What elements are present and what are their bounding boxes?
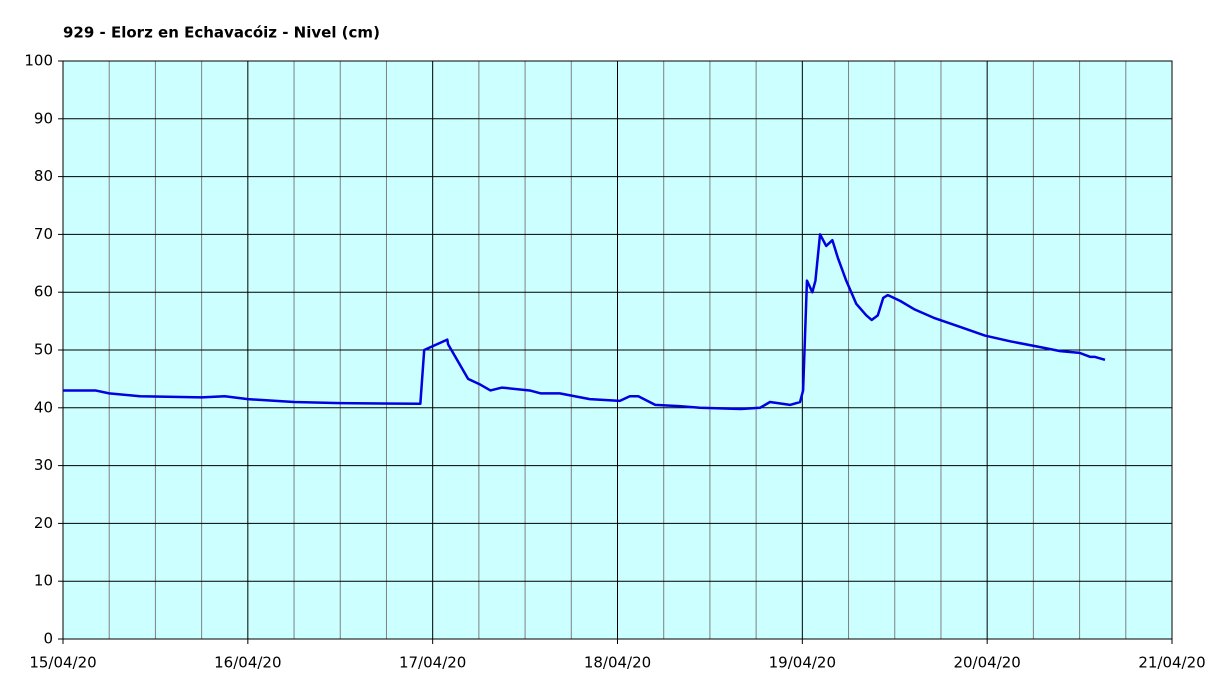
- y-tick-label: 70: [34, 225, 53, 243]
- y-tick-label: 90: [34, 109, 53, 127]
- x-tick-label: 21/04/20: [1138, 654, 1205, 672]
- x-tick-label: 20/04/20: [953, 654, 1020, 672]
- x-tick-label: 15/04/20: [29, 654, 96, 672]
- y-tick-label: 30: [34, 456, 53, 474]
- x-tick-label: 18/04/20: [584, 654, 651, 672]
- y-tick-label: 100: [24, 52, 53, 70]
- y-tick-label: 80: [34, 167, 53, 185]
- x-tick-label: 17/04/20: [399, 654, 466, 672]
- y-tick-label: 10: [34, 572, 53, 590]
- chart-title: 929 - Elorz en Echavacóiz - Nivel (cm): [63, 24, 380, 42]
- y-tick-label: 50: [34, 341, 53, 359]
- x-tick-label: 19/04/20: [769, 654, 836, 672]
- plot-border: [62, 60, 1173, 640]
- x-tick-label: 16/04/20: [214, 654, 281, 672]
- y-tick-label: 0: [43, 630, 53, 648]
- y-tick-label: 40: [34, 398, 53, 416]
- y-tick-label: 60: [34, 283, 53, 301]
- y-tick-label: 20: [34, 514, 53, 532]
- series-line: [63, 233, 1106, 411]
